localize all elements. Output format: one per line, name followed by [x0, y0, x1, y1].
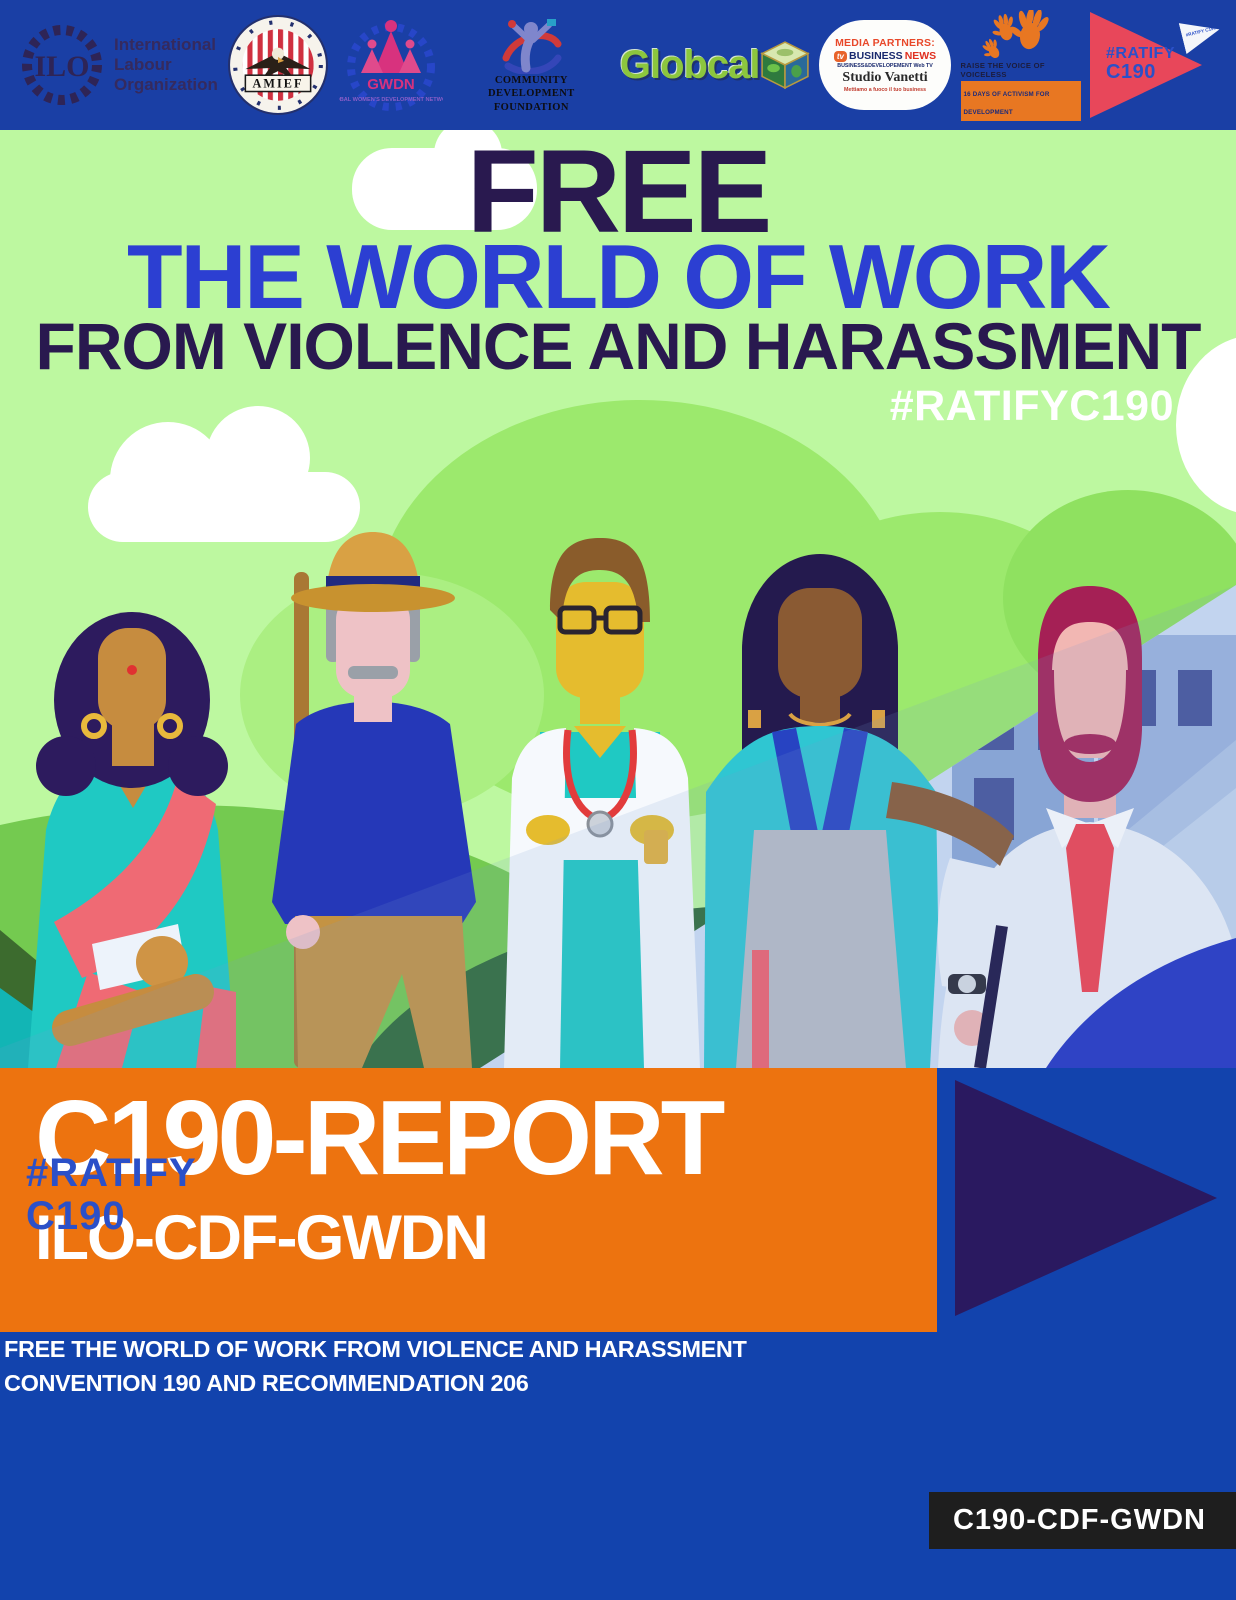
logo-bar: ILO International Labour Organization — [0, 0, 1236, 130]
arm-overlay — [886, 782, 1014, 866]
gwdn-emblem-icon: GWDN GLOBAL WOMEN'S DEVELOPMENT NETWORK — [339, 20, 443, 111]
hero-hashtag: #RATIFYC190 — [889, 382, 1174, 430]
ilo-logo: ILO International Labour Organization — [16, 19, 218, 111]
footer-ratify-triangle-icon — [955, 1080, 1217, 1316]
media-partners-title: MEDIA PARTNERS: — [835, 37, 935, 49]
svg-text:GLOBAL WOMEN'S DEVELOPMENT NET: GLOBAL WOMEN'S DEVELOPMENT NETWORK — [339, 97, 443, 103]
amief-eagle-icon: AMIEF — [228, 15, 329, 115]
voiceless-title: RAISE THE VOICE OF VOICELESS — [960, 60, 1045, 79]
gwdn-logo: GWDN GLOBAL WOMEN'S DEVELOPMENT NETWORK — [339, 13, 443, 117]
studio-vanetti-tagline: Mettiamo a fuoco il tuo business — [843, 87, 927, 93]
media-partners-logo: MEDIA PARTNERS: tv BUSINESS NEWS BUSINES… — [819, 20, 952, 110]
hero-title-line1: FREE — [466, 126, 773, 258]
handprints-icon — [981, 9, 1052, 60]
cdf-logo: COMMUNITY DEVELOPMENT FOUNDATION — [452, 16, 610, 113]
svg-text:GWDN: GWDN — [367, 76, 415, 93]
hero-section: FREE THE WORLD OF WORK FROM VIOLENCE AND… — [0, 126, 1236, 1068]
figure-sari-woman — [28, 612, 236, 1068]
amief-logo: AMIEF — [227, 14, 329, 116]
tv-icon: tv — [833, 50, 847, 62]
ratify-small-triangle-icon: #RATIFY C190 — [1179, 14, 1224, 54]
ratify-c190-logo: #RATIFY C190 #RATIFY C190 — [1090, 12, 1220, 118]
cdf-wordmark: COMMUNITY DEVELOPMENT FOUNDATION — [488, 75, 575, 113]
report-subtitle: ILO-CDF-GWDN — [35, 1203, 489, 1273]
report-banner: C190-REPORT ILO-CDF-GWDN — [0, 1068, 937, 1332]
hero-title-line2: THE WORLD OF WORK — [126, 227, 1111, 328]
report-title: C190-REPORT — [35, 1079, 725, 1197]
footer-tagline-line1: FREE THE WORLD OF WORK FROM VIOLENCE AND… — [4, 1336, 747, 1362]
voiceless-banner: 16 DAYS OF ACTIVISM FOR DEVELOPMENT — [960, 80, 1081, 121]
footer-tagline-line2: CONVENTION 190 AND RECOMMENDATION 206 — [4, 1370, 529, 1396]
voiceless-logo: RAISE THE VOICE OF VOICELESS 16 DAYS OF … — [960, 9, 1081, 121]
figure-farmer — [272, 532, 476, 1068]
ilo-emblem-icon: ILO — [22, 25, 102, 105]
svg-text:ILO: ILO — [34, 50, 89, 83]
clouds — [88, 130, 1236, 542]
figure-braids-woman — [704, 554, 938, 1068]
globcal-logo: Globcal — [620, 40, 810, 90]
studio-vanetti-wordmark: Studio Vanetti — [842, 70, 928, 85]
diagonal-split-tint — [0, 585, 1236, 1068]
business-news-subtitle: BUSINESS&DEVELOPEMENT Web TV — [837, 63, 933, 69]
svg-text:AMIEF: AMIEF — [253, 76, 304, 90]
footer-ratify-text: #RATIFY C190 — [26, 1151, 197, 1239]
workers-illustration — [0, 130, 1236, 1068]
figure-businessman — [937, 586, 1236, 1068]
figure-doctor — [504, 538, 700, 1068]
business-news-wordmark: BUSINESS — [849, 50, 903, 62]
ilo-wordmark: International Labour Organization — [114, 34, 218, 95]
hero-title-line3: FROM VIOLENCE AND HARASSMENT — [35, 309, 1202, 383]
footer-badge: C190-CDF-GWDN — [928, 1492, 1236, 1549]
globe-cube-icon — [759, 41, 810, 90]
globcal-wordmark: Globcal — [619, 42, 761, 87]
ratify-logo-text: #RATIFY C190 — [1106, 45, 1175, 84]
footer-section: C190-REPORT ILO-CDF-GWDN #RATIFY C190 FR… — [0, 1068, 1236, 1600]
cdf-figures-icon — [502, 19, 562, 75]
